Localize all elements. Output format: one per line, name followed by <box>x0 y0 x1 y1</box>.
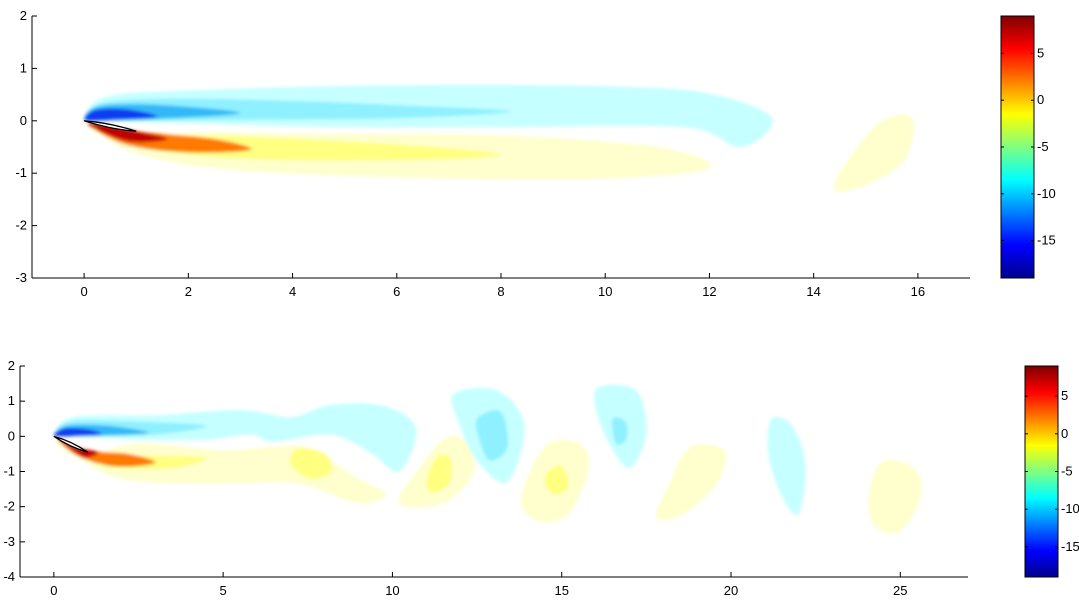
colorbar-tick-label: -15 <box>1037 233 1056 248</box>
vortex-positive-15 <box>426 454 452 493</box>
colorbar: 5 0 -5 -10 -15 <box>1024 365 1079 578</box>
colorbar-tick-label: -5 <box>1037 139 1049 154</box>
y-tick-label: 2 <box>8 358 15 373</box>
y-tick-label: -1 <box>15 165 27 180</box>
y-tick-label: 0 <box>8 428 15 443</box>
vortex-positive-11 <box>57 438 156 467</box>
vortex-negative-0 <box>53 403 417 473</box>
x-tick-label: 6 <box>393 284 400 299</box>
colorbar-tick-label: -15 <box>1061 539 1079 554</box>
colorbar: 5 0 -5 -10 -15 <box>1000 15 1056 279</box>
y-tick-label: -1 <box>3 464 15 479</box>
colorbar-tick-label: 0 <box>1061 426 1068 441</box>
airfoil <box>53 435 89 453</box>
x-tick-label: 8 <box>497 284 504 299</box>
y-tick-label: -3 <box>3 534 15 549</box>
contour-field <box>80 84 915 192</box>
airfoil <box>83 120 137 132</box>
x-tick-label: 25 <box>893 583 907 598</box>
vortex-positive-13 <box>290 448 333 479</box>
vortex-positive-19 <box>868 459 922 534</box>
x-tick-label: 14 <box>806 284 820 299</box>
colorbar-tick-label: -10 <box>1037 186 1056 201</box>
x-tick-label: 12 <box>702 284 716 299</box>
colorbar-gradient <box>1024 365 1059 578</box>
contour-field <box>53 384 922 534</box>
y-tick-label: 1 <box>20 60 27 75</box>
vortex-positive-17 <box>544 465 569 495</box>
vortex-positive-9 <box>53 438 386 504</box>
vortex-negative-8 <box>767 416 806 515</box>
y-tick-label: -3 <box>15 270 27 285</box>
y-tick-label: -4 <box>3 569 15 584</box>
y-tick-label: -2 <box>3 499 15 514</box>
x-tick-label: 10 <box>385 583 399 598</box>
colorbar-tick-label: 0 <box>1037 92 1044 107</box>
colorbar-tick-label: -10 <box>1061 501 1079 516</box>
vortex-positive-7 <box>87 123 168 143</box>
x-tick-label: 20 <box>724 583 738 598</box>
vortex-positive-12 <box>57 438 99 458</box>
colorbar-tick-label: 5 <box>1037 45 1044 60</box>
x-tick-label: 4 <box>289 284 296 299</box>
vortex-positive-8 <box>833 114 915 192</box>
x-tick-label: 16 <box>911 284 925 299</box>
colorbar-tick-label: 5 <box>1061 388 1068 403</box>
vortex-negative-3 <box>53 428 102 437</box>
vortex-negative-3 <box>83 108 158 121</box>
y-tick-label: 2 <box>20 8 27 23</box>
x-tick-label: 2 <box>185 284 192 299</box>
y-tick-label: 1 <box>8 393 15 408</box>
colorbar-tick-label: -5 <box>1061 464 1073 479</box>
vortex-negative-5 <box>475 410 508 462</box>
vortex-positive-18 <box>656 444 727 520</box>
y-tick-label: 0 <box>20 113 27 128</box>
x-tick-label: 0 <box>80 284 87 299</box>
colorbar-gradient <box>1000 15 1035 279</box>
x-tick-label: 0 <box>50 583 57 598</box>
y-tick-label: -2 <box>15 218 27 233</box>
x-tick-label: 15 <box>554 583 568 598</box>
vortex-negative-7 <box>611 417 628 445</box>
x-tick-label: 10 <box>598 284 612 299</box>
x-tick-label: 5 <box>220 583 227 598</box>
